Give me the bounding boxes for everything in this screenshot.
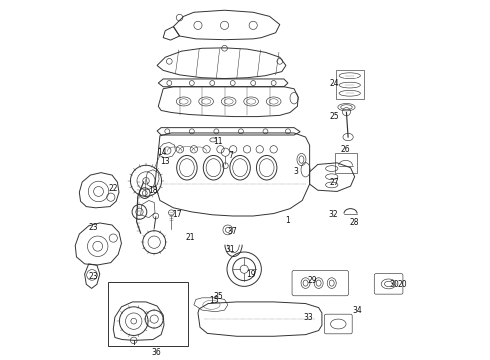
Text: 34: 34 xyxy=(353,306,363,315)
Text: 25: 25 xyxy=(329,112,339,121)
Text: 17: 17 xyxy=(172,210,182,219)
Text: 36: 36 xyxy=(151,348,161,357)
Text: 31: 31 xyxy=(226,245,236,254)
Text: 37: 37 xyxy=(227,227,237,236)
Text: 30: 30 xyxy=(390,280,399,289)
Text: 20: 20 xyxy=(398,280,407,289)
Text: 29: 29 xyxy=(308,276,318,285)
Text: 14: 14 xyxy=(158,148,167,157)
Text: 18: 18 xyxy=(148,186,158,195)
Text: 7: 7 xyxy=(228,151,233,160)
Text: 35: 35 xyxy=(214,292,223,301)
Text: 11: 11 xyxy=(214,137,223,146)
Text: 24: 24 xyxy=(329,79,339,88)
Text: 26: 26 xyxy=(341,145,350,154)
Text: 23: 23 xyxy=(88,222,98,231)
Text: 27: 27 xyxy=(329,177,339,186)
Text: 32: 32 xyxy=(328,210,338,219)
Text: 23: 23 xyxy=(88,272,98,281)
Text: 21: 21 xyxy=(185,233,195,242)
Text: 1: 1 xyxy=(286,216,291,225)
Text: 3: 3 xyxy=(294,167,298,176)
Text: 33: 33 xyxy=(303,312,313,321)
Text: 15: 15 xyxy=(210,296,219,305)
Text: 22: 22 xyxy=(108,184,118,193)
Text: 19: 19 xyxy=(246,270,256,279)
Text: 13: 13 xyxy=(160,157,170,166)
Text: 28: 28 xyxy=(350,219,359,228)
